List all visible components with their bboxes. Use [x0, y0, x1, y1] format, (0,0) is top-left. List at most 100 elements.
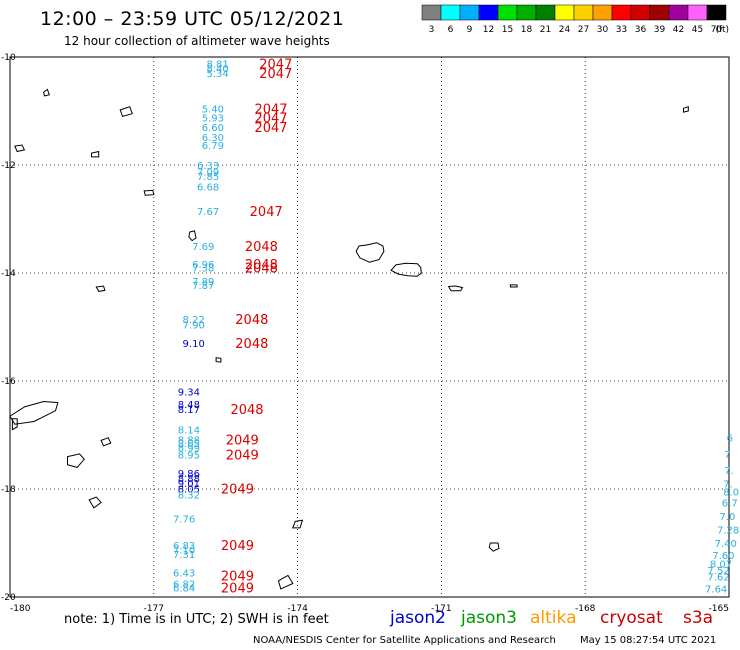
swh-value: 6.83	[173, 541, 195, 552]
legend-tick-label: 9	[467, 25, 473, 35]
observation-time-label: 2049	[221, 569, 254, 584]
observation-time-label: 2048	[235, 337, 268, 352]
map-frame	[9, 56, 730, 598]
swh-value: 6.96	[192, 260, 214, 271]
swh-value: 5.34	[207, 69, 229, 80]
swh-value: 7.38	[192, 264, 214, 275]
island-vanua-levu	[9, 400, 59, 425]
island-tokelau-b	[119, 106, 133, 118]
longitude-tick-label: -165	[709, 604, 729, 614]
legend-tick-label: 39	[654, 25, 666, 35]
legend-swatch	[478, 4, 499, 21]
observation-time-label: 2048	[245, 262, 278, 277]
legend-swatch	[459, 4, 480, 21]
legend-tick-label: 70	[711, 25, 723, 35]
observation-time-label: 2047	[254, 111, 287, 126]
swh-value: 7.69	[192, 242, 214, 253]
legend-swatch	[497, 4, 518, 21]
island-wallis	[188, 230, 197, 242]
swh-value: 7.67	[197, 207, 219, 218]
swh-value: 7.	[724, 466, 734, 477]
observation-labels: 8.818.405.345.405.936.606.306.796.337.09…	[173, 59, 739, 595]
swh-value: 7.28	[717, 526, 739, 537]
swh-value: 7.85	[197, 172, 219, 183]
credit-timestamp: May 15 08:27:54 UTC 2021	[580, 635, 717, 646]
swh-value: 6.33	[197, 161, 219, 172]
observation-time-label: 2048	[245, 240, 278, 255]
swh-value: 8.05	[178, 484, 200, 495]
swh-value: 6.43	[173, 569, 195, 580]
latitude-tick-label: -18	[1, 485, 16, 495]
swh-value: 5.40	[202, 104, 224, 115]
axis-tick-labels: -180 -177 -174 -171 -168 -165 -10 -12 -14 -16 -18 -…	[1, 53, 729, 614]
swh-value: 9.01	[178, 479, 200, 490]
longitude-tick-label: -168	[575, 604, 596, 614]
observation-time-label: 2047	[250, 205, 283, 220]
satellite-s3a-label: s3a	[683, 608, 714, 628]
swh-value: 7.09	[197, 167, 219, 178]
legend-labels: 3 6 9 12 15 18 21 24 27 30 33 36 39 42 45 70	[429, 25, 723, 35]
legend-swatch	[611, 4, 632, 21]
coastlines	[9, 88, 689, 590]
legend-tick-label: 12	[483, 25, 494, 35]
latitude-tick-label: -12	[1, 161, 16, 171]
swh-value: 9.10	[183, 339, 205, 350]
legend-swatch	[649, 4, 670, 21]
island-tau	[509, 284, 518, 288]
graticule	[10, 57, 729, 597]
swh-value: 9.86	[178, 469, 200, 480]
legend-tick-label: 27	[578, 25, 589, 35]
legend-swatch	[668, 4, 689, 21]
swh-value: 8.22	[183, 315, 205, 326]
swh-value: 6.84	[173, 583, 195, 594]
footer-note: note: 1) Time is in UTC; 2) SWH is in fe…	[64, 612, 329, 627]
legend-tick-label: 33	[616, 25, 627, 35]
legend-swatch	[687, 4, 708, 21]
swh-value: 6.30	[202, 133, 224, 144]
longitude-tick-label: -171	[431, 604, 451, 614]
swh-value: 8.17	[178, 405, 200, 416]
swh-value: 7	[724, 450, 730, 461]
island-tutuila	[447, 285, 464, 292]
latitude-tick-label: -16	[1, 377, 16, 387]
swh-value: 8.88	[178, 435, 200, 446]
time-labels: 2047204720472047204720472048204820482048…	[221, 57, 292, 596]
legend-swatch	[421, 4, 442, 21]
swh-value: 6.60	[202, 123, 224, 134]
swh-value: 8.48	[178, 400, 200, 411]
swh-value: 7.62	[707, 572, 729, 583]
swh-value: 7.87	[192, 281, 214, 292]
island-lau-island-a	[67, 453, 85, 468]
legend-swatches	[421, 4, 727, 21]
swh-value: 9.34	[178, 387, 200, 398]
longitude-tick-label: -177	[144, 604, 164, 614]
legend-tick-label: 6	[448, 25, 454, 35]
island-vavau	[292, 519, 304, 529]
island-rotuma	[143, 189, 155, 196]
island-lau-island-c	[100, 437, 112, 447]
legend-swatch	[630, 4, 651, 21]
legend-tick-label: 42	[673, 25, 684, 35]
observation-time-label: 2048	[245, 258, 278, 273]
island-lau-island-b	[88, 496, 102, 509]
legend-swatch	[516, 4, 537, 21]
legend-tick-label: 30	[597, 25, 609, 35]
satellite-altika-label: altika	[530, 608, 577, 628]
swh-value: 6.82	[173, 580, 195, 591]
island-upolu	[390, 262, 422, 277]
swh-value: 6.7	[722, 499, 738, 510]
observation-time-label: 2049	[221, 539, 254, 554]
swh-value: 7.52	[707, 566, 729, 577]
swh-value: 7.	[723, 480, 733, 491]
observation-time-label: 2048	[230, 403, 263, 418]
swh-value: 7.76	[173, 515, 195, 526]
observation-time-label: 2047	[254, 102, 287, 117]
latitude-tick-label: -14	[1, 269, 16, 279]
swh-value: 6.68	[197, 183, 219, 194]
legend-tick-label: 45	[692, 25, 703, 35]
island-futuna	[95, 285, 106, 292]
swh-value: 7.60	[712, 551, 734, 562]
island-haapai	[277, 574, 294, 590]
map-subtitle: 12 hour collection of altimeter wave hei…	[64, 34, 330, 48]
legend-tick-label: 21	[540, 25, 551, 35]
